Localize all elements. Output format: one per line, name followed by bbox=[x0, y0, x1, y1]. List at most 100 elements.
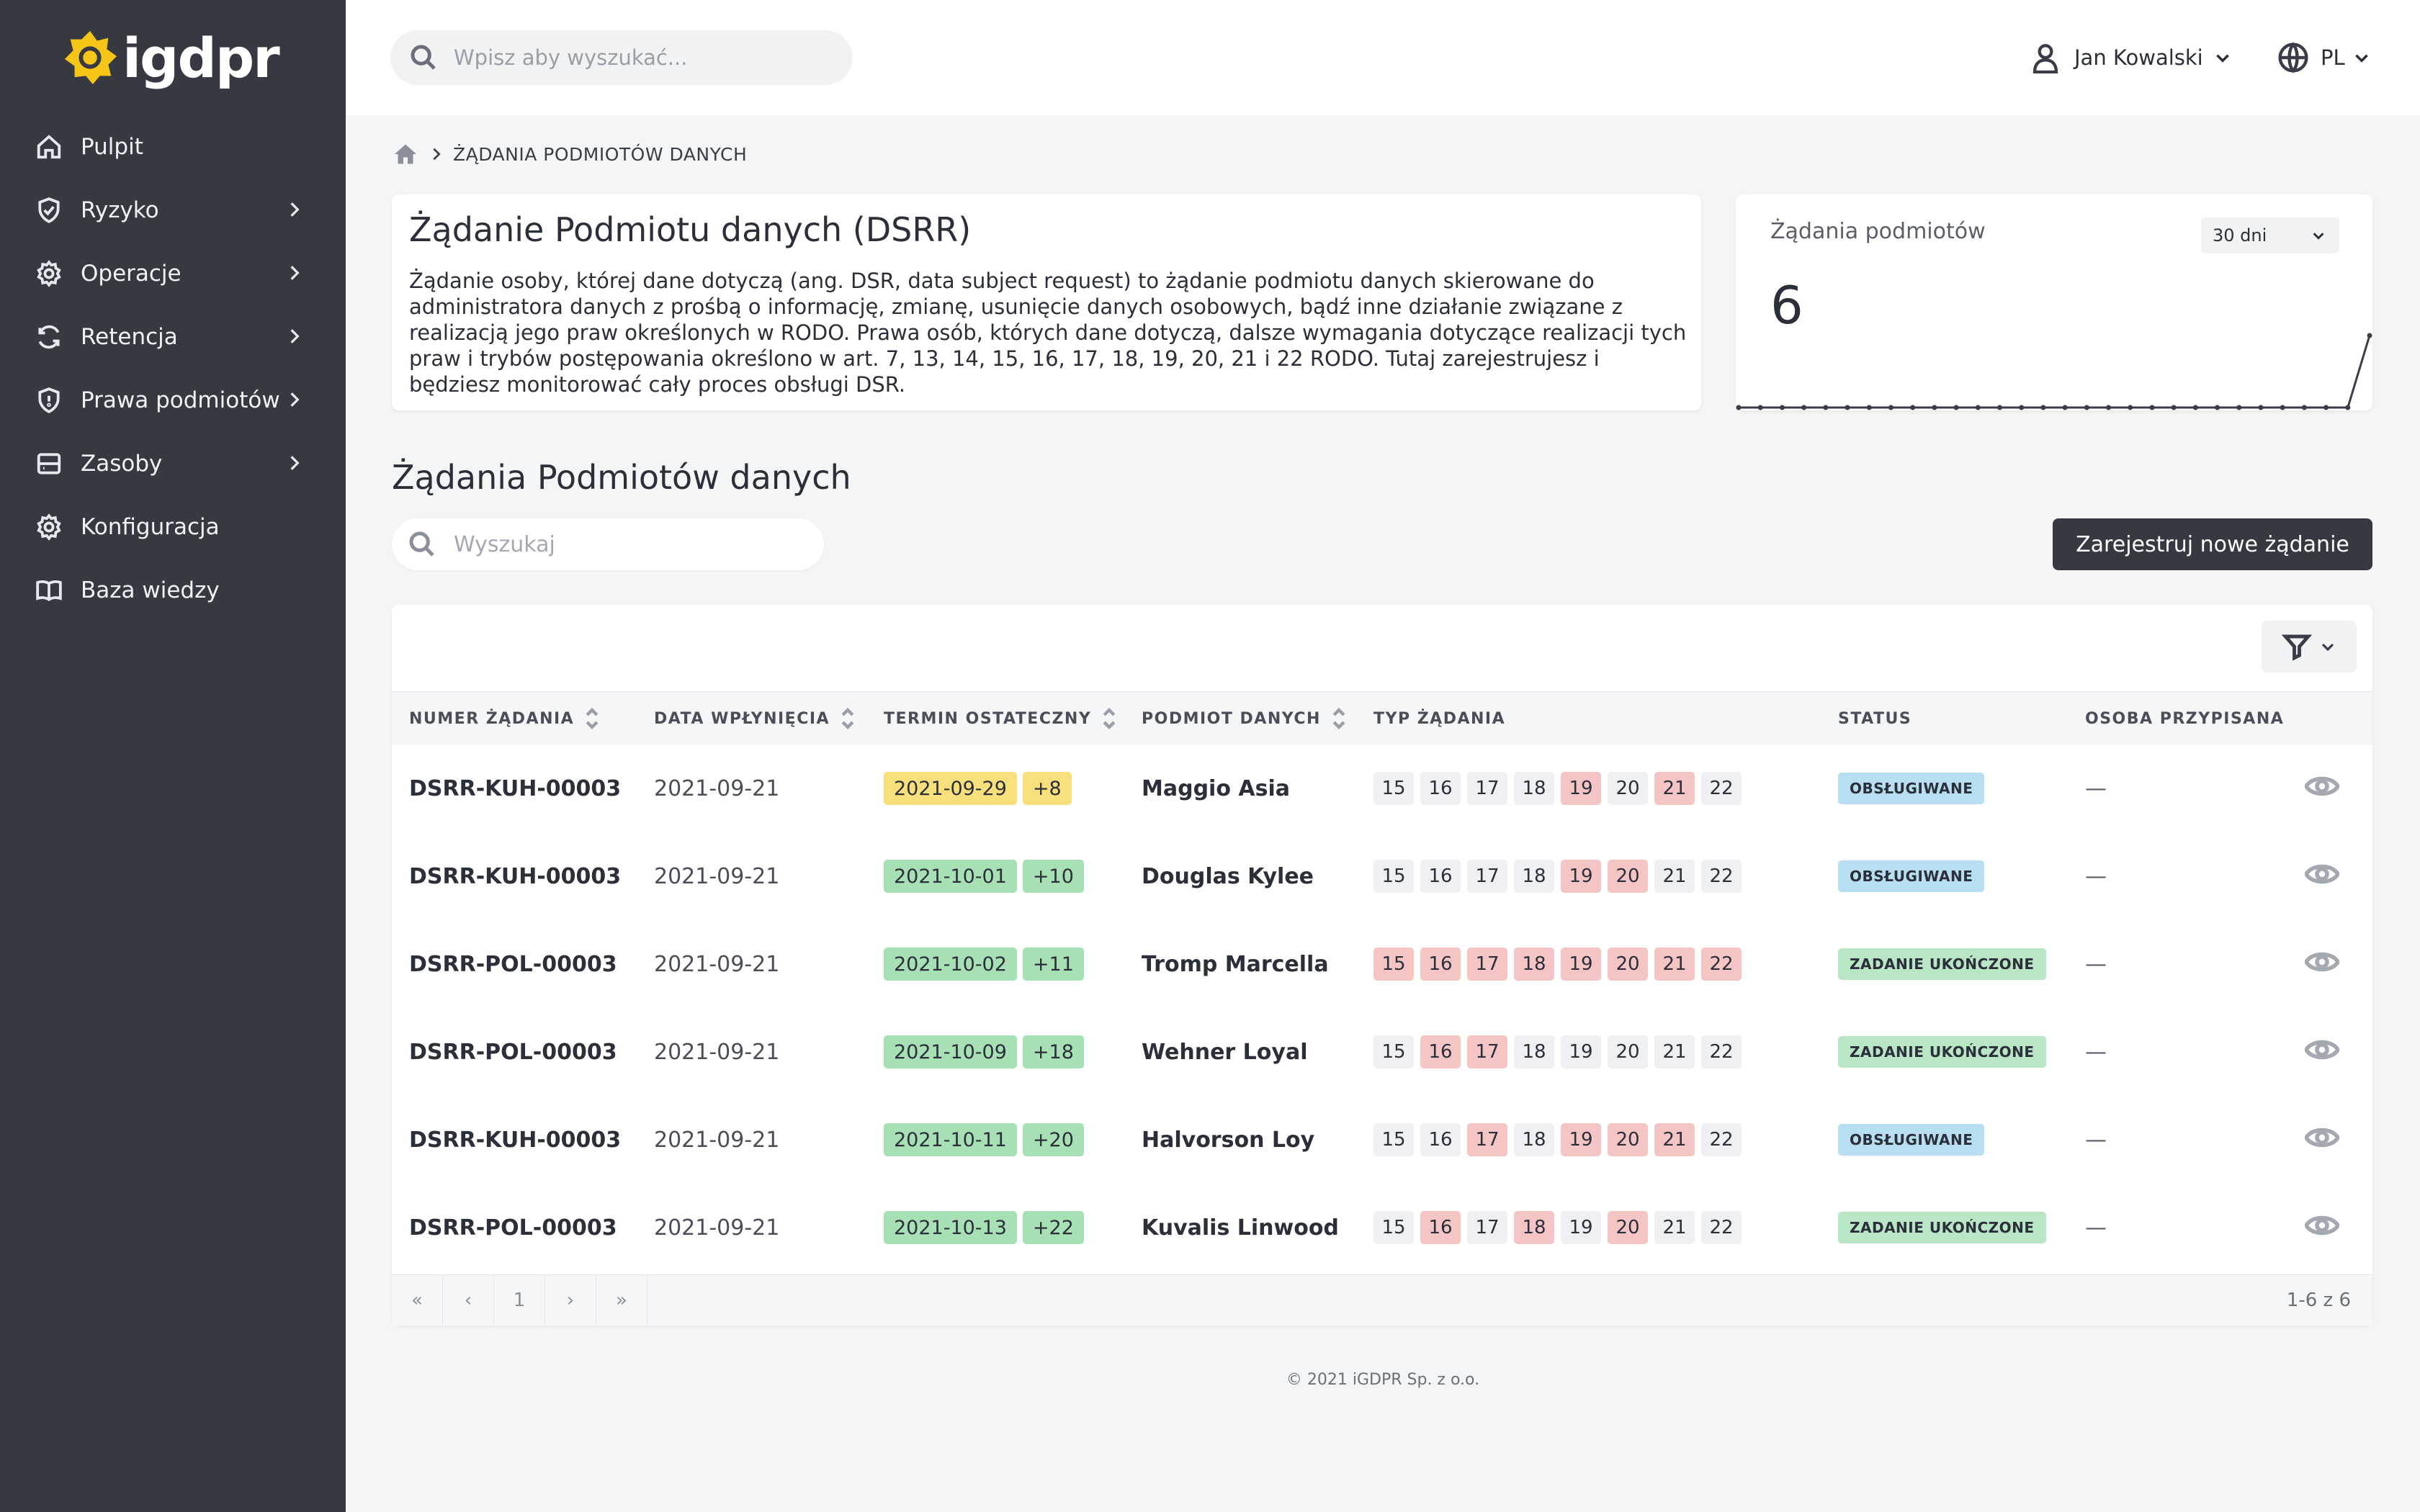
sidebar-item-baza-wiedzy[interactable]: Baza wiedzy bbox=[0, 559, 346, 622]
assigned-person: — bbox=[2085, 1039, 2107, 1065]
request-number[interactable]: DSRR-KUH-00003 bbox=[409, 1127, 622, 1153]
article-tag-21: 21 bbox=[1654, 772, 1695, 805]
deadline-cell: 2021-10-02 +11 bbox=[884, 920, 1084, 1008]
sparkline-point bbox=[1932, 405, 1937, 410]
article-tag-16: 16 bbox=[1420, 948, 1461, 981]
view-eye-icon[interactable] bbox=[2303, 948, 2341, 976]
table-row[interactable]: DSRR-POL-00003 2021-09-21 2021-10-02 +11 Tro… bbox=[392, 920, 2372, 1008]
view-eye-icon[interactable] bbox=[2303, 1123, 2341, 1152]
stat-card: Żądania podmiotów 30 dni 6 bbox=[1736, 194, 2372, 410]
table-row[interactable]: DSRR-KUH-00003 2021-09-21 2021-10-11 +20 Hal… bbox=[392, 1096, 2372, 1184]
col-subject[interactable]: PODMIOT DANYCH bbox=[1142, 692, 1347, 745]
article-tag-22: 22 bbox=[1701, 948, 1742, 981]
view-eye-icon[interactable] bbox=[2303, 860, 2341, 888]
article-tag-15: 15 bbox=[1373, 772, 1414, 805]
table-row[interactable]: DSRR-KUH-00003 2021-09-21 2021-10-01 +10 Dou… bbox=[392, 832, 2372, 920]
deadline-date: 2021-10-01 bbox=[884, 860, 1017, 893]
global-search-input[interactable] bbox=[452, 45, 830, 71]
brand-name: igdpr bbox=[122, 25, 280, 90]
request-number[interactable]: DSRR-KUH-00003 bbox=[409, 775, 622, 801]
request-number[interactable]: DSRR-KUH-00003 bbox=[409, 863, 622, 889]
page-next-button[interactable]: › bbox=[545, 1275, 596, 1326]
days-remaining: +22 bbox=[1022, 1211, 1084, 1244]
col-deadline-label: TERMIN OSTATECZNY bbox=[884, 709, 1092, 728]
col-date-label: DATA WPŁYNIĘCIA bbox=[654, 709, 830, 728]
sparkline-point bbox=[2084, 405, 2089, 410]
sidebar-item-retencja[interactable]: Retencja bbox=[0, 305, 346, 369]
deadline-date: 2021-10-11 bbox=[884, 1123, 1017, 1156]
request-number[interactable]: DSRR-POL-00003 bbox=[409, 1039, 617, 1065]
request-type-articles: 15 16 17 18 19 20 21 22 bbox=[1373, 920, 1748, 1008]
article-tag-16: 16 bbox=[1420, 772, 1461, 805]
request-number[interactable]: DSRR-POL-00003 bbox=[409, 1215, 617, 1241]
language-menu[interactable]: PL bbox=[2277, 37, 2371, 78]
article-tag-21: 21 bbox=[1654, 1035, 1695, 1068]
article-tag-19: 19 bbox=[1561, 1035, 1601, 1068]
stat-value: 6 bbox=[1770, 275, 1803, 336]
register-request-button[interactable]: Zarejestruj nowe żądanie bbox=[2053, 518, 2372, 570]
table-row[interactable]: DSRR-POL-00003 2021-09-21 2021-10-09 +18 Weh… bbox=[392, 1008, 2372, 1096]
sparkline-point bbox=[2192, 405, 2198, 410]
global-search bbox=[390, 30, 853, 85]
page-prev-button[interactable]: ‹ bbox=[443, 1275, 494, 1326]
sidebar-item-operacje[interactable]: Operacje bbox=[0, 242, 346, 305]
chevron-right-icon bbox=[285, 327, 304, 346]
list-search-input[interactable] bbox=[452, 531, 801, 558]
sidebar-item-ryzyko[interactable]: Ryzyko bbox=[0, 179, 346, 242]
pagination: « ‹ 1 › » 1-6 z 6 bbox=[392, 1274, 2372, 1326]
page-last-button[interactable]: » bbox=[596, 1275, 647, 1326]
pagination-info: 1-6 z 6 bbox=[2286, 1290, 2351, 1311]
sidebar-item-konfiguracja[interactable]: Konfiguracja bbox=[0, 495, 346, 559]
list-search bbox=[392, 518, 824, 570]
status-badge: ZADANIE UKOŃCZONE bbox=[1838, 1036, 2046, 1068]
shield-check-icon bbox=[35, 196, 63, 225]
sparkline-point bbox=[1757, 405, 1763, 410]
sparkline-point bbox=[2062, 405, 2068, 410]
status-cell: ZADANIE UKOŃCZONE bbox=[1838, 920, 2046, 1008]
language-code: PL bbox=[2321, 45, 2345, 70]
deadline-date: 2021-10-09 bbox=[884, 1035, 1017, 1068]
article-tag-16: 16 bbox=[1420, 1211, 1461, 1244]
days-remaining: +20 bbox=[1022, 1123, 1084, 1156]
chevron-down-icon bbox=[2313, 233, 2324, 240]
sidebar-item-label: Konfiguracja bbox=[81, 514, 220, 540]
table-row[interactable]: DSRR-POL-00003 2021-09-21 2021-10-13 +22 Kuv… bbox=[392, 1184, 2372, 1272]
user-menu[interactable]: Jan Kowalski bbox=[2031, 37, 2232, 78]
sparkline-point bbox=[1801, 405, 1807, 410]
user-name: Jan Kowalski bbox=[2074, 45, 2203, 70]
page-first-button[interactable]: « bbox=[392, 1275, 443, 1326]
col-deadline[interactable]: TERMIN OSTATECZNY bbox=[884, 692, 1117, 745]
table-row[interactable]: DSRR-KUH-00003 2021-09-21 2021-09-29 +8 Magg… bbox=[392, 744, 2372, 832]
user-icon bbox=[2033, 44, 2058, 73]
col-person-label: OSOBA PRZYPISANA bbox=[2085, 709, 2285, 728]
sparkline-point bbox=[1888, 405, 1894, 410]
col-number[interactable]: NUMER ŻĄDANIA bbox=[409, 692, 600, 745]
deadline-cell: 2021-10-11 +20 bbox=[884, 1096, 1084, 1184]
period-select-value: 30 dni bbox=[2213, 225, 2267, 246]
page-description: Żądanie osoby, której dane dotyczą (ang.… bbox=[409, 269, 1687, 397]
view-eye-icon[interactable] bbox=[2303, 772, 2341, 801]
sparkline-point bbox=[1823, 405, 1829, 410]
status-cell: OBSŁUGIWANE bbox=[1838, 1096, 1985, 1184]
sidebar-item-pulpit[interactable]: Pulpit bbox=[0, 115, 346, 179]
sidebar-item-zasoby[interactable]: Zasoby bbox=[0, 432, 346, 495]
article-tag-22: 22 bbox=[1701, 1211, 1742, 1244]
sidebar-item-prawa-podmiotow[interactable]: Prawa podmiotów bbox=[0, 369, 346, 432]
col-date[interactable]: DATA WPŁYNIĘCIA bbox=[654, 692, 856, 745]
article-tag-21: 21 bbox=[1654, 1123, 1695, 1156]
home-icon[interactable] bbox=[393, 141, 418, 167]
view-eye-icon[interactable] bbox=[2303, 1035, 2341, 1064]
view-eye-icon[interactable] bbox=[2303, 1211, 2341, 1240]
received-date: 2021-09-21 bbox=[654, 1215, 780, 1241]
article-tag-21: 21 bbox=[1654, 1211, 1695, 1244]
page-number-button[interactable]: 1 bbox=[494, 1275, 545, 1326]
sparkline-point bbox=[2236, 405, 2242, 410]
brand-logo[interactable]: igdpr bbox=[62, 25, 280, 90]
col-status: STATUS bbox=[1838, 692, 1912, 745]
received-date: 2021-09-21 bbox=[654, 951, 780, 977]
sidebar-item-label: Operacje bbox=[81, 261, 182, 287]
filter-button[interactable] bbox=[2262, 621, 2357, 672]
request-number[interactable]: DSRR-POL-00003 bbox=[409, 951, 617, 977]
article-tag-15: 15 bbox=[1373, 1211, 1414, 1244]
period-select[interactable]: 30 dni bbox=[2201, 217, 2339, 253]
